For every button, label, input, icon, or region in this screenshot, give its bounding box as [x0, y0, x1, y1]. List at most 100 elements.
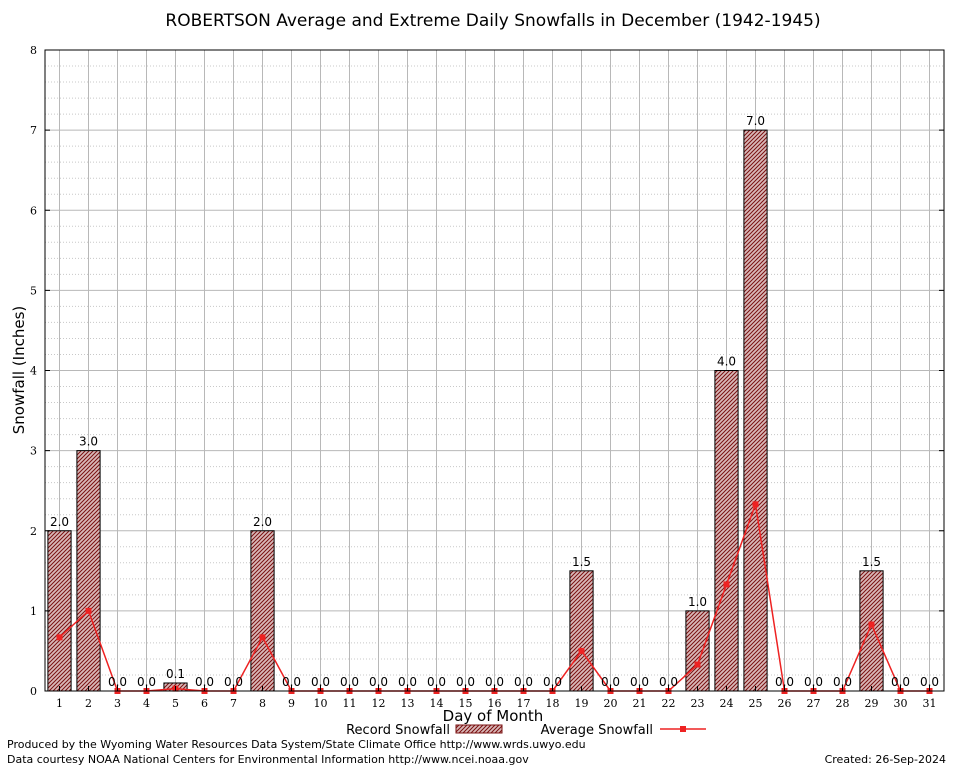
bar-series [47, 129, 884, 692]
x-tick-label: 29 [865, 697, 879, 710]
x-tick-label: 2 [85, 697, 92, 710]
data-label: 0.0 [427, 675, 446, 689]
legend: Record Snowfall Average Snowfall [346, 723, 706, 738]
x-tick-label: 19 [575, 697, 589, 710]
legend-record-label: Record Snowfall [346, 723, 450, 738]
x-tick-label: 17 [517, 697, 531, 710]
data-label: 0.0 [282, 675, 301, 689]
bar-record-snowfall [47, 530, 72, 692]
x-tick-label: 20 [604, 697, 618, 710]
x-tick-label: 28 [836, 697, 850, 710]
data-label: 0.0 [804, 675, 823, 689]
x-tick-label: 24 [720, 697, 734, 710]
bar-record-snowfall [250, 530, 275, 692]
data-label: 0.0 [369, 675, 388, 689]
x-tick-label: 22 [662, 697, 676, 710]
point-average-snowfall [259, 634, 266, 641]
point-average-snowfall [56, 634, 63, 641]
data-label: 2.0 [253, 515, 272, 529]
y-tick-label: 6 [30, 204, 37, 217]
bar-record-snowfall [743, 129, 768, 692]
data-label: 0.0 [543, 675, 562, 689]
data-label: 0.0 [514, 675, 533, 689]
y-tick-label: 5 [30, 284, 37, 297]
bar-record-snowfall [76, 450, 101, 692]
x-tick-label: 18 [546, 697, 560, 710]
y-tick-label: 4 [30, 365, 37, 378]
x-tick-label: 9 [288, 697, 295, 710]
data-label: 0.0 [891, 675, 910, 689]
data-label: 7.0 [746, 114, 765, 128]
point-average-snowfall [694, 661, 701, 668]
data-label: 0.0 [833, 675, 852, 689]
point-average-snowfall [85, 607, 92, 614]
x-tick-label: 13 [401, 697, 415, 710]
x-tick-label: 1 [56, 697, 63, 710]
y-tick-label: 3 [30, 445, 37, 458]
x-tick-label: 8 [259, 697, 266, 710]
x-tick-label: 4 [143, 697, 150, 710]
x-tick-label: 5 [172, 697, 179, 710]
data-label: 4.0 [717, 355, 736, 369]
x-tick-label: 7 [230, 697, 237, 710]
y-tick-label: 1 [30, 605, 37, 618]
x-tick-label: 3 [114, 697, 121, 710]
x-tick-label: 12 [372, 697, 386, 710]
data-label: 0.0 [195, 675, 214, 689]
x-tick-label: 27 [807, 697, 821, 710]
data-label: 3.0 [79, 435, 98, 449]
data-label: 0.0 [775, 675, 794, 689]
y-axis-label: Snowfall (Inches) [10, 306, 28, 434]
legend-average-marker [680, 726, 686, 732]
x-tick-label: 21 [633, 697, 647, 710]
x-tick-label: 11 [343, 697, 357, 710]
x-tick-label: 15 [459, 697, 473, 710]
legend-average-label: Average Snowfall [541, 723, 653, 738]
data-label: 0.0 [630, 675, 649, 689]
x-tick-label: 10 [314, 697, 328, 710]
data-label: 0.1 [166, 667, 185, 681]
x-tick-label: 25 [749, 697, 763, 710]
x-tick-label: 23 [691, 697, 705, 710]
x-tick-label: 14 [430, 697, 444, 710]
x-tick-label: 16 [488, 697, 502, 710]
footer-data-courtesy: Data courtesy NOAA National Centers for … [7, 753, 529, 766]
data-label: 0.0 [340, 675, 359, 689]
footer-created-date: Created: 26-Sep-2024 [824, 753, 946, 766]
data-label: 0.0 [601, 675, 620, 689]
data-label: 0.0 [224, 675, 243, 689]
y-tick-label: 2 [30, 525, 37, 538]
data-label: 1.5 [862, 555, 881, 569]
x-tick-label: 26 [778, 697, 792, 710]
y-tick-label: 0 [30, 685, 37, 698]
footer-produced-by: Produced by the Wyoming Water Resources … [7, 738, 586, 751]
data-label: 0.0 [920, 675, 939, 689]
chart-title: ROBERTSON Average and Extreme Daily Snow… [165, 11, 820, 31]
plot-frame [44, 49, 945, 692]
data-label: 0.0 [311, 675, 330, 689]
bar-record-snowfall [859, 570, 884, 692]
data-label: 0.0 [659, 675, 678, 689]
y-tick-label: 7 [30, 124, 37, 137]
data-label: 0.0 [456, 675, 475, 689]
data-label: 0.0 [108, 675, 127, 689]
data-label: 1.0 [688, 595, 707, 609]
legend-record-swatch [455, 724, 503, 734]
data-label: 0.0 [485, 675, 504, 689]
data-label: 1.5 [572, 555, 591, 569]
point-average-snowfall [868, 621, 875, 628]
bar-record-snowfall [714, 370, 739, 692]
data-label: 2.0 [50, 515, 69, 529]
point-average-snowfall [578, 647, 585, 654]
x-tick-label: 31 [923, 697, 937, 710]
point-average-snowfall [752, 501, 759, 508]
x-tick-label: 6 [201, 697, 208, 710]
x-axis-label: Day of Month [443, 707, 544, 725]
data-label: 0.0 [398, 675, 417, 689]
point-average-snowfall [723, 581, 730, 588]
bar-record-snowfall [685, 610, 710, 692]
grid-lines [45, 50, 944, 691]
y-tick-label: 8 [30, 44, 37, 57]
